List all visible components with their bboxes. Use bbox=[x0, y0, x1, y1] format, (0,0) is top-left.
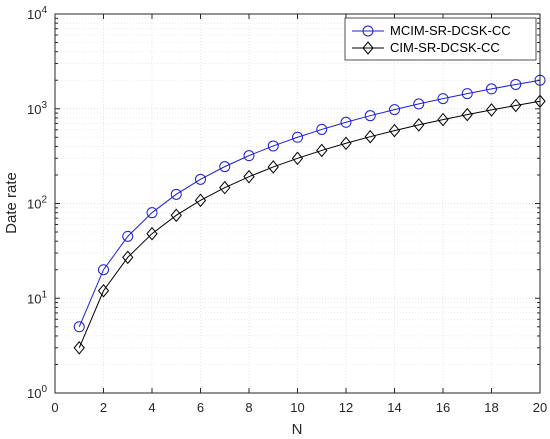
y-tick-label-3: 103 bbox=[27, 100, 47, 117]
series-1-point-3 bbox=[146, 226, 158, 241]
x-tick-label-3: 6 bbox=[197, 400, 204, 415]
legend-marker-mcim bbox=[362, 25, 374, 37]
series-0-point-4 bbox=[170, 188, 182, 200]
series-1-point-9 bbox=[291, 151, 304, 166]
legend-marker-cim bbox=[362, 41, 374, 55]
legend-label-cim: CIM-SR-DCSK-CC bbox=[390, 40, 500, 55]
series-1-point-8 bbox=[267, 160, 279, 174]
series-0-point-10 bbox=[316, 123, 328, 135]
x-tick-label-4: 8 bbox=[245, 400, 252, 415]
series-0-point-15 bbox=[437, 93, 449, 105]
series-0-point-5 bbox=[195, 173, 206, 185]
series-0-point-6 bbox=[219, 161, 231, 173]
y-axis-label: Date rate bbox=[3, 172, 20, 234]
legend-box bbox=[344, 17, 537, 61]
series-0-point-11 bbox=[340, 116, 352, 128]
series-1-point-2 bbox=[122, 250, 134, 265]
series-0-point-1 bbox=[98, 264, 109, 276]
series-0-point-2 bbox=[122, 230, 134, 242]
y-tick-label-0: 100 bbox=[27, 384, 47, 401]
series-0-point-17 bbox=[486, 83, 497, 95]
series-1-point-5 bbox=[194, 193, 207, 208]
ticks: 0 2 4 6 8 10 12 14 16 18 20 100 101 102 103 104 bbox=[27, 5, 547, 415]
series-0-point-9 bbox=[292, 131, 303, 143]
series-1-point-15 bbox=[437, 112, 449, 127]
legend-label-mcim: MCIM-SR-DCSK-CC bbox=[390, 23, 511, 38]
series-0-point-3 bbox=[146, 207, 158, 219]
series-1-point-0 bbox=[73, 341, 85, 355]
x-tick-label-1: 2 bbox=[100, 400, 107, 415]
x-tick-label-5: 10 bbox=[290, 400, 304, 415]
series-0-point-7 bbox=[243, 150, 255, 162]
series-0-point-13 bbox=[389, 104, 400, 116]
x-tick-label-10: 20 bbox=[533, 400, 547, 415]
series-1-point-12 bbox=[364, 129, 376, 144]
x-tick-label-2: 4 bbox=[148, 400, 155, 415]
series-0-point-16 bbox=[461, 88, 473, 100]
series-1-point-10 bbox=[316, 143, 328, 158]
series-1-point-18 bbox=[510, 98, 522, 113]
series-0-point-12 bbox=[364, 110, 376, 122]
series-1-point-17 bbox=[485, 103, 498, 117]
legend: MCIM-SR-DCSK-CC CIM-SR-DCSK-CC bbox=[344, 17, 537, 61]
series-0-point-8 bbox=[267, 140, 279, 152]
x-tick-label-7: 14 bbox=[387, 400, 401, 415]
series-1-point-14 bbox=[413, 118, 425, 132]
series-0-point-18 bbox=[510, 78, 522, 90]
series-1-point-11 bbox=[340, 136, 352, 151]
x-tick-label-6: 12 bbox=[339, 400, 353, 415]
x-tick-label-0: 0 bbox=[51, 400, 58, 415]
x-tick-label-9: 18 bbox=[484, 400, 498, 415]
series-0-point-14 bbox=[413, 98, 425, 110]
x-tick-label-8: 16 bbox=[436, 400, 450, 415]
series-1-point-13 bbox=[388, 123, 401, 138]
series-1-point-1 bbox=[97, 283, 110, 298]
series-layer bbox=[73, 74, 546, 355]
y-tick-label-4: 104 bbox=[27, 5, 47, 22]
series-1-point-16 bbox=[461, 107, 473, 122]
y-tick-label-2: 102 bbox=[27, 195, 47, 212]
x-axis-label: N bbox=[292, 421, 303, 438]
series-0-point-0 bbox=[73, 321, 85, 333]
series-1-point-4 bbox=[170, 208, 182, 223]
series-1-point-6 bbox=[219, 180, 231, 195]
y-tick-label-1: 101 bbox=[27, 289, 47, 306]
series-1-point-7 bbox=[243, 169, 255, 184]
